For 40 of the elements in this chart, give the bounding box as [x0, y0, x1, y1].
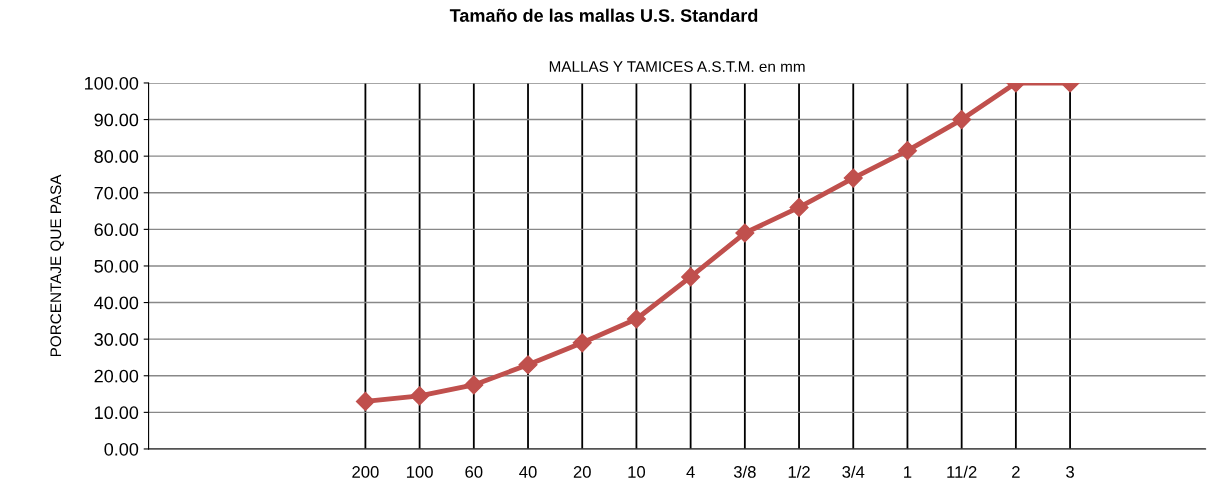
- y-tick-label: 40.00: [94, 296, 139, 310]
- point: [464, 375, 484, 395]
- point: [735, 223, 755, 243]
- x-tick-label: 20: [573, 466, 591, 478]
- y-tick-label: 0.00: [104, 442, 139, 456]
- point: [626, 309, 646, 329]
- chart-title: Tamaño de las mallas U.S. Standard: [449, 8, 758, 22]
- y-tick-label: 90.00: [94, 113, 139, 127]
- x-tick-label: 11/2: [947, 465, 977, 478]
- y-tick-label: 20.00: [94, 369, 139, 383]
- y-tick-label: 80.00: [94, 150, 139, 163]
- point: [355, 391, 375, 411]
- y-tick-label: 70.00: [94, 186, 139, 200]
- x-tick-label: 1: [904, 466, 912, 478]
- point: [572, 333, 592, 353]
- x-tick-label: 10: [628, 466, 646, 478]
- x-tick-label: 40: [519, 466, 537, 478]
- x-tick-label: 200: [352, 466, 379, 478]
- chart-subtitle: MALLAS Y TAMICES A.S.T.M. en mm: [549, 61, 805, 72]
- y-tick-label: 100.00: [85, 76, 139, 90]
- x-tick-label: 2: [1012, 466, 1020, 478]
- point: [410, 386, 430, 406]
- point: [518, 355, 538, 375]
- y-axis-title: PORCENTAJE QUE PASA: [50, 174, 64, 357]
- y-tick-label: 10.00: [95, 406, 139, 420]
- y-tick-label: 50.00: [94, 259, 139, 273]
- point: [843, 168, 863, 188]
- point: [952, 110, 972, 130]
- y-tick-label: 30.00: [94, 333, 139, 346]
- x-tick-label: 3/8: [733, 465, 756, 478]
- x-tick-label: 3: [1066, 466, 1074, 478]
- x-tick-label: 3/4: [842, 465, 865, 478]
- point: [897, 141, 917, 161]
- x-tick-label: 100: [406, 466, 433, 478]
- point: [789, 197, 809, 217]
- x-tick-label: 60: [465, 466, 483, 478]
- x-tick-label: 1/2: [788, 465, 810, 478]
- y-tick-label: 60.00: [94, 223, 139, 237]
- x-tick-label: 4: [686, 466, 695, 478]
- point: [681, 267, 701, 287]
